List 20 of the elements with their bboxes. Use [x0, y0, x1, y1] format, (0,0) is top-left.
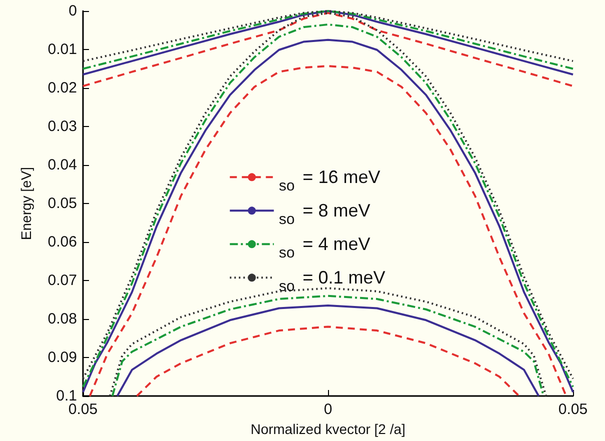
y-tick-label: 0: [68, 2, 77, 20]
x-tick-label: 0.05: [558, 401, 588, 418]
y-tick-label: 0.02: [48, 80, 77, 96]
y-tick-label: 0.07: [48, 272, 77, 289]
legend-label: so = 0.1 meV: [278, 268, 386, 296]
y-tick-label: 0.09: [48, 349, 77, 366]
y-tick-label: 0.01: [48, 41, 77, 58]
y-axis-title: Energy [eV]: [18, 166, 34, 240]
x-axis-title: Normalized kvector [2 /a]: [250, 420, 406, 437]
y-tick-label: 0.06: [48, 234, 77, 250]
legend-label: so = 4 meV: [278, 234, 370, 262]
line-series: [82, 12, 574, 88]
x-tick-label: 0: [324, 401, 332, 418]
legend-label: so = 16 meV: [278, 167, 380, 195]
y-tick-label: 0.04: [48, 156, 77, 174]
y-tick-label: 0.05: [48, 195, 77, 212]
line-series: [136, 326, 520, 397]
y-tick-label: 0.03: [48, 118, 77, 135]
legend-label: so = 8 meV: [278, 200, 370, 228]
y-tick-label: 0.08: [48, 310, 77, 328]
